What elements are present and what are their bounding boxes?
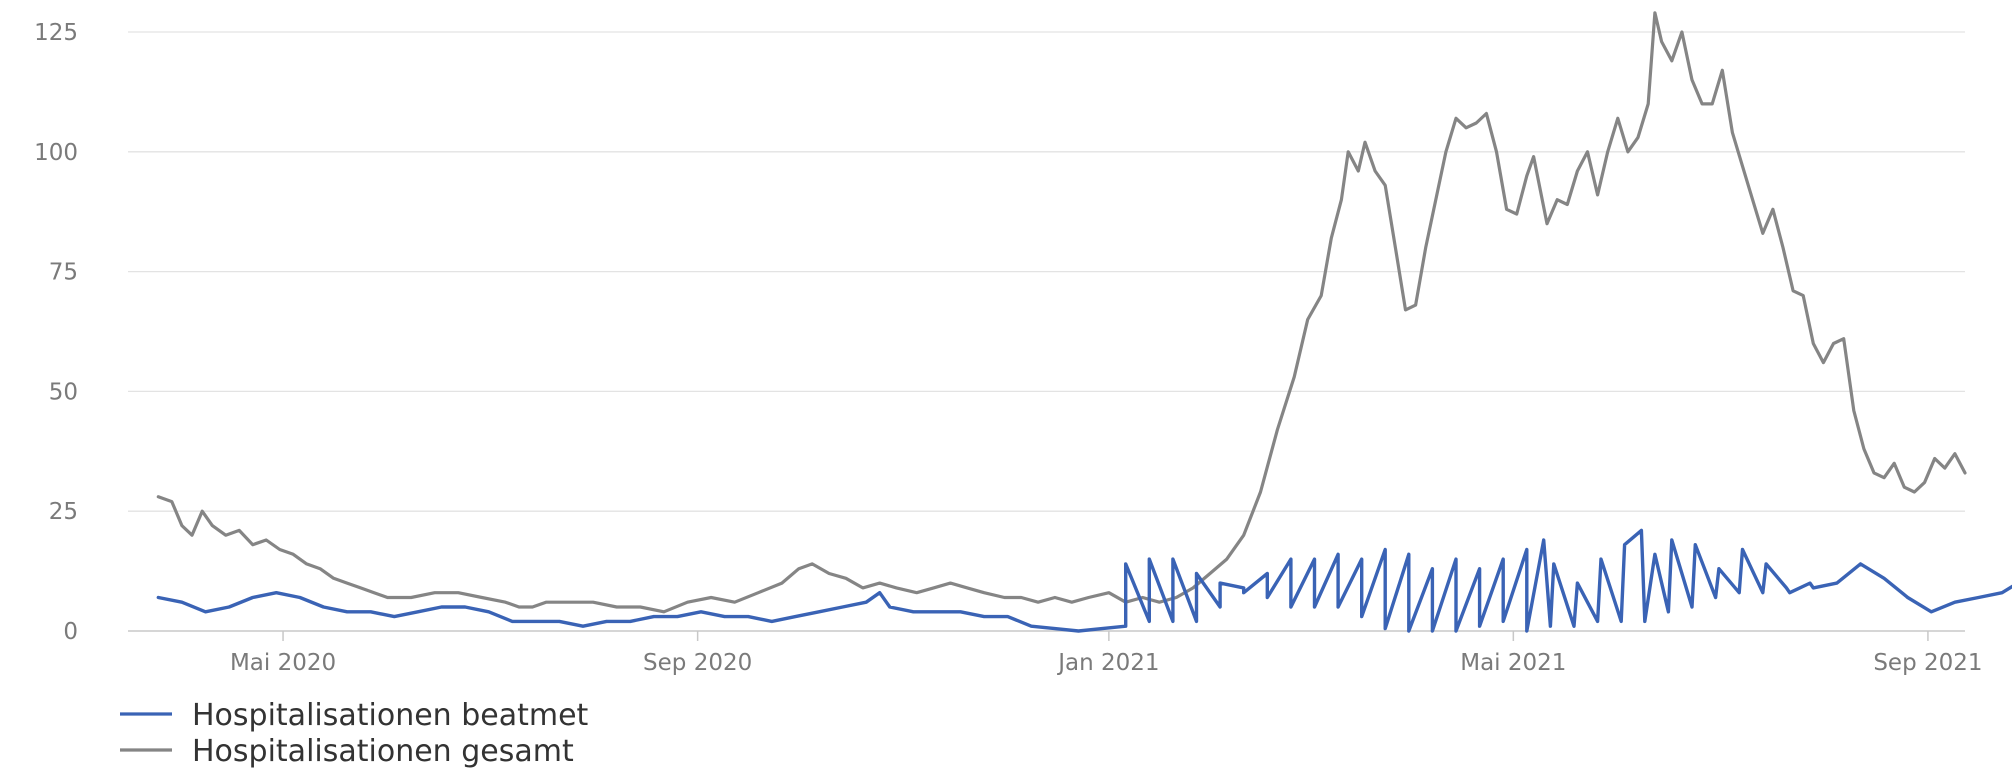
y-tick-label: 50 bbox=[49, 379, 78, 405]
legend-item-beatmet[interactable]: Hospitalisationen beatmet bbox=[120, 698, 589, 733]
legend-item-gesamt[interactable]: Hospitalisationen gesamt bbox=[120, 734, 574, 769]
legend-label: Hospitalisationen gesamt bbox=[192, 734, 574, 769]
y-tick-label: 75 bbox=[49, 260, 78, 286]
series-line-beatmet bbox=[156, 528, 2012, 633]
x-axis-ticks: Mai 2020 Sep 2020 Jan 2021 Mai 2021 Sep 2021 bbox=[230, 631, 1983, 676]
y-tick-label: 100 bbox=[34, 140, 78, 166]
x-tick-label: Mai 2021 bbox=[1460, 650, 1566, 676]
y-tick-label: 25 bbox=[49, 499, 78, 525]
legend-label: Hospitalisationen beatmet bbox=[192, 698, 589, 733]
x-tick-label: Sep 2020 bbox=[643, 650, 752, 676]
legend: Hospitalisationen beatmet Hospitalisatio… bbox=[120, 698, 589, 769]
y-tick-label: 0 bbox=[63, 619, 78, 645]
x-tick-label: Jan 2021 bbox=[1056, 650, 1159, 676]
grid bbox=[128, 31, 1965, 632]
x-tick-label: Mai 2020 bbox=[230, 650, 336, 676]
y-axis-ticks: 0 25 50 75 100 125 bbox=[34, 20, 78, 645]
x-tick-label: Sep 2021 bbox=[1873, 650, 1982, 676]
y-tick-label: 125 bbox=[34, 20, 78, 46]
series bbox=[156, 11, 2012, 633]
series-line-gesamt bbox=[156, 11, 1967, 614]
